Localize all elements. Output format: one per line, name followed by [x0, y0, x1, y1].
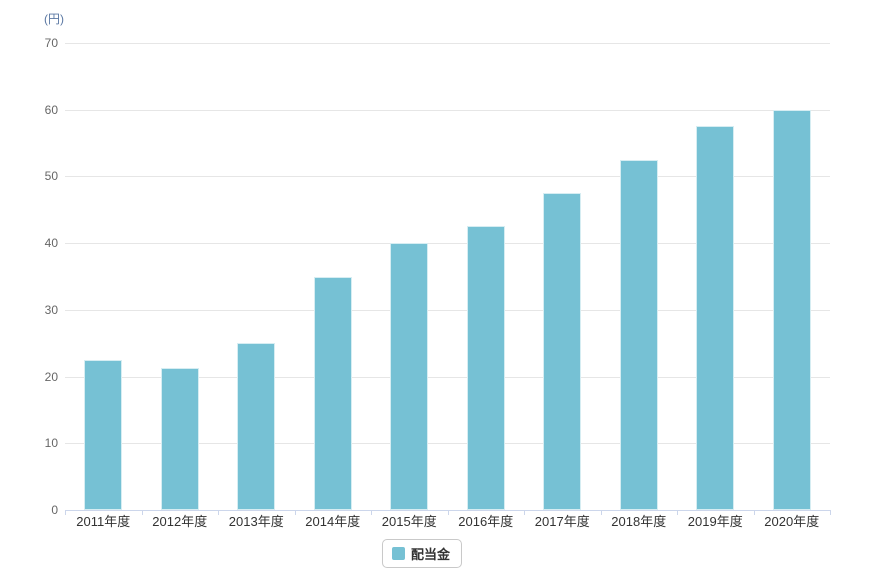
x-axis-label-2015年度: 2015年度	[381, 514, 437, 529]
bar-2017年度	[543, 193, 582, 510]
bar-2013年度	[237, 343, 276, 510]
y-axis-label-70: 70	[44, 36, 58, 50]
legend-label: 配当金	[410, 547, 451, 562]
x-axis-tick	[447, 510, 449, 515]
bar-2016年度	[466, 226, 505, 510]
gridline-60	[65, 109, 830, 111]
y-axis-label-20: 20	[44, 369, 58, 384]
x-axis-tick	[753, 510, 755, 515]
legend-swatch	[391, 547, 405, 560]
y-axis-label-50: 50	[44, 169, 58, 184]
gridline-40	[65, 243, 830, 245]
x-axis-label-2020年度: 2020年度	[764, 514, 820, 529]
bar-2020年度	[772, 109, 811, 510]
bar-2015年度	[390, 243, 429, 510]
x-axis-tick	[294, 510, 296, 515]
bar-2011年度	[84, 359, 123, 510]
y-axis-label-60: 60	[44, 102, 58, 117]
x-axis-label-2013年度: 2013年度	[228, 514, 284, 529]
x-axis-label-2018年度: 2018年度	[611, 514, 667, 529]
x-axis-tick	[600, 510, 602, 515]
y-axis-label-40: 40	[44, 236, 58, 251]
gridline-50	[65, 176, 830, 178]
x-axis-label-2011年度: 2011年度	[76, 514, 131, 529]
x-axis-label-2017年度: 2017年度	[534, 514, 590, 529]
bar-2012年度	[160, 368, 199, 510]
x-axis-tick	[141, 510, 143, 515]
y-axis-label-30: 30	[44, 302, 58, 317]
x-axis-label-2019年度: 2019年度	[687, 514, 743, 529]
y-axis-unit-label: (円)	[44, 12, 64, 26]
bar-2014年度	[313, 276, 352, 510]
x-axis-tick	[524, 510, 525, 515]
x-axis-tick	[830, 510, 831, 515]
y-axis-label-0: 0	[51, 503, 58, 517]
bar-2018年度	[619, 159, 658, 510]
gridline-30	[65, 309, 830, 311]
gridline-10	[65, 443, 830, 445]
legend[interactable]: 配当金	[381, 539, 463, 568]
x-axis-tick	[65, 510, 66, 515]
x-axis-tick	[371, 510, 372, 515]
bar-2019年度	[696, 126, 735, 510]
y-axis-label-10: 10	[44, 436, 58, 451]
x-axis-label-2016年度: 2016年度	[458, 514, 514, 529]
x-axis-label-2012年度: 2012年度	[152, 514, 208, 529]
gridline-20	[65, 376, 830, 378]
x-axis-tick	[218, 510, 219, 515]
plot-area	[65, 43, 830, 511]
x-axis-label-2014年度: 2014年度	[305, 514, 361, 529]
gridline-70	[65, 43, 830, 44]
x-axis-tick	[677, 510, 678, 515]
